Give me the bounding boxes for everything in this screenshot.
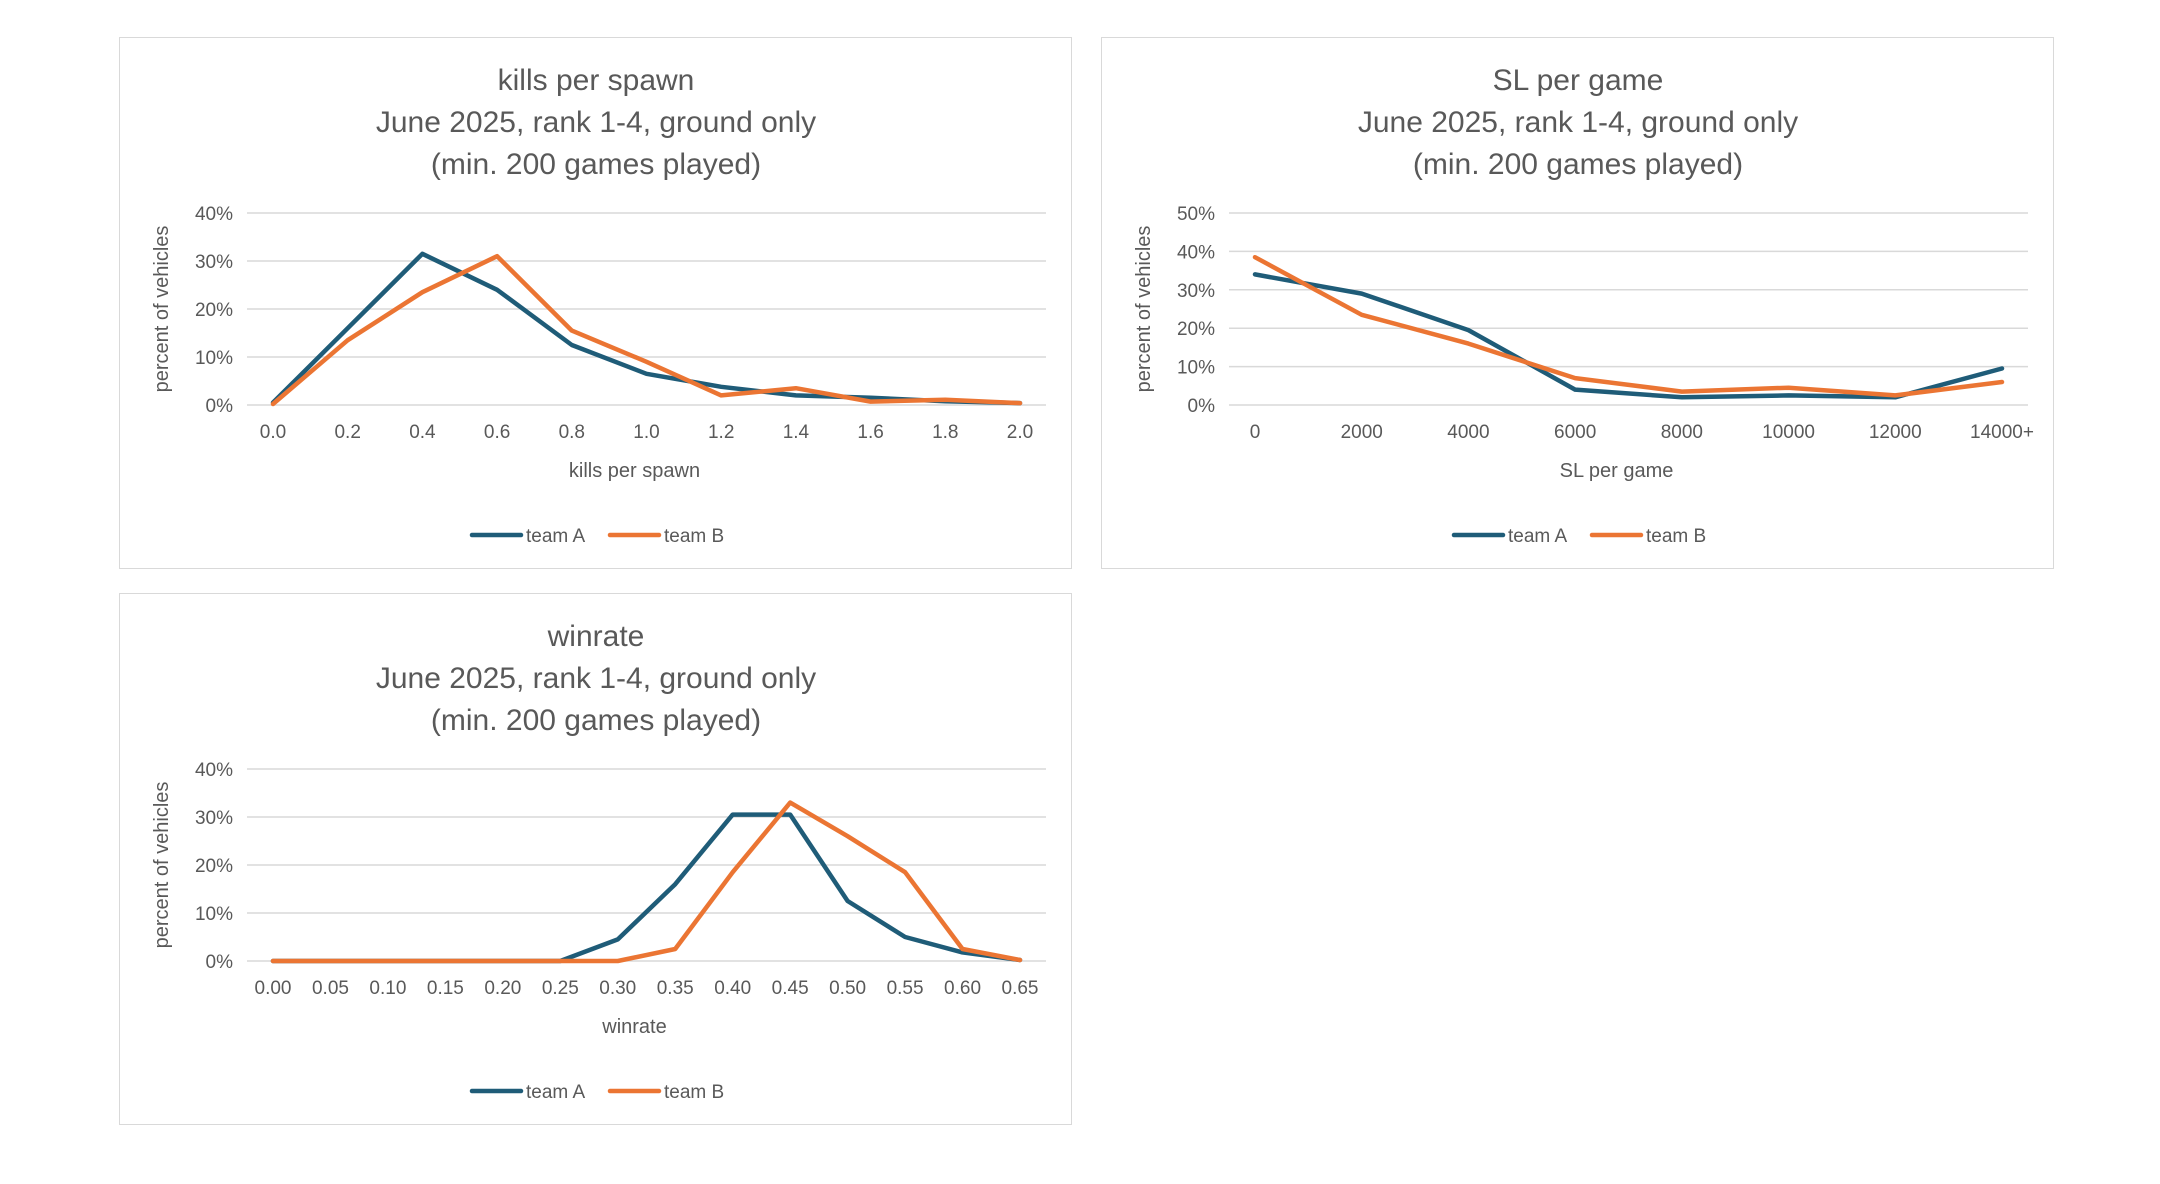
x-tick-label: 1.0	[633, 422, 659, 443]
x-tick-label: 0.65	[1002, 978, 1039, 999]
y-tick-label: 20%	[195, 300, 233, 321]
x-tick-label: 0.05	[312, 978, 349, 999]
x-axis-title: kills per spawn	[569, 460, 700, 482]
winrate-chart: winrate June 2025, rank 1-4, ground only (…	[151, 620, 1046, 1103]
x-tick-label: 0.30	[599, 978, 636, 999]
x-tick-label: 0.15	[427, 978, 464, 999]
x-tick-label: 4000	[1447, 422, 1489, 443]
series-line-team-b	[270, 800, 1023, 964]
legend-label: team B	[1646, 526, 1706, 547]
x-tick-label: 10000	[1762, 422, 1815, 443]
x-tick-label: 0.50	[829, 978, 866, 999]
y-tick-label: 20%	[195, 856, 233, 877]
y-tick-label: 0%	[206, 396, 234, 417]
x-tick-label: 0.25	[542, 978, 579, 999]
chart-subtitle-line: June 2025, rank 1-4, ground only	[1358, 106, 1798, 139]
x-tick-label: 1.8	[932, 422, 958, 443]
legend-label: team A	[526, 1082, 585, 1103]
y-tick-label: 40%	[195, 760, 233, 781]
x-tick-label: 0.00	[255, 978, 292, 999]
x-tick-label: 0.40	[714, 978, 751, 999]
x-tick-label: 0.20	[484, 978, 521, 999]
legend-label: team A	[526, 526, 585, 547]
chart-subtitle-line: (min. 200 games played)	[1413, 148, 1743, 181]
y-tick-label: 30%	[1177, 281, 1215, 302]
x-tick-label: 14000+	[1970, 422, 2034, 443]
sl-per-game-chart: SL per game June 2025, rank 1-4, ground o…	[1133, 64, 2034, 547]
chart-title: SL per game	[1493, 64, 1664, 97]
chart-panel-kills-per-spawn: kills per spawn June 2025, rank 1-4, grou…	[119, 37, 1072, 569]
x-axis-title: winrate	[601, 1016, 666, 1038]
y-tick-label: 20%	[1177, 319, 1215, 340]
y-axis-title: percent of vehicles	[1133, 226, 1155, 393]
x-tick-label: 12000	[1869, 422, 1922, 443]
chart-title: kills per spawn	[498, 64, 695, 97]
y-tick-label: 50%	[1177, 204, 1215, 225]
series-line-team-a	[1252, 272, 2005, 400]
x-tick-label: 0.0	[260, 422, 286, 443]
legend-label: team B	[664, 526, 724, 547]
y-tick-label: 0%	[1188, 396, 1216, 417]
x-tick-label: 6000	[1554, 422, 1596, 443]
y-axis-title: percent of vehicles	[151, 782, 173, 949]
y-tick-label: 40%	[195, 204, 233, 225]
series-line-team-b	[270, 253, 1023, 407]
x-tick-label: 1.4	[783, 422, 810, 443]
x-tick-label: 8000	[1661, 422, 1703, 443]
chart-subtitle-line: June 2025, rank 1-4, ground only	[376, 662, 816, 695]
series-line-team-b	[1252, 254, 2005, 398]
y-tick-label: 30%	[195, 252, 233, 273]
chart-panel-sl-per-game: SL per game June 2025, rank 1-4, ground o…	[1101, 37, 2054, 569]
x-tick-label: 1.2	[708, 422, 734, 443]
x-tick-label: 0.6	[484, 422, 510, 443]
chart-panel-winrate: winrate June 2025, rank 1-4, ground only (…	[119, 593, 1072, 1125]
y-axis-title: percent of vehicles	[151, 226, 173, 393]
chart-subtitle-line: June 2025, rank 1-4, ground only	[376, 106, 816, 139]
chart-subtitle-line: (min. 200 games played)	[431, 704, 761, 737]
x-tick-label: 0.10	[369, 978, 406, 999]
x-tick-label: 0.2	[334, 422, 360, 443]
legend-label: team A	[1508, 526, 1567, 547]
x-tick-label: 2000	[1341, 422, 1383, 443]
kills-per-spawn-chart: kills per spawn June 2025, rank 1-4, grou…	[151, 64, 1046, 547]
y-tick-label: 40%	[1177, 242, 1215, 263]
x-tick-label: 0	[1250, 422, 1261, 443]
y-tick-label: 10%	[1177, 358, 1215, 379]
x-tick-label: 2.0	[1007, 422, 1033, 443]
x-tick-label: 0.4	[409, 422, 436, 443]
y-tick-label: 10%	[195, 348, 233, 369]
chart-title: winrate	[547, 620, 645, 653]
x-tick-label: 0.55	[887, 978, 924, 999]
series-line-team-a	[270, 251, 1023, 406]
y-tick-label: 10%	[195, 904, 233, 925]
series-line-team-a	[270, 812, 1023, 964]
x-axis-title: SL per game	[1560, 460, 1674, 482]
chart-subtitle-line: (min. 200 games played)	[431, 148, 761, 181]
x-tick-label: 0.8	[559, 422, 585, 443]
x-tick-label: 0.35	[657, 978, 694, 999]
x-tick-label: 0.60	[944, 978, 981, 999]
legend-label: team B	[664, 1082, 724, 1103]
x-tick-label: 0.45	[772, 978, 809, 999]
y-tick-label: 30%	[195, 808, 233, 829]
x-tick-label: 1.6	[857, 422, 883, 443]
y-tick-label: 0%	[206, 952, 234, 973]
